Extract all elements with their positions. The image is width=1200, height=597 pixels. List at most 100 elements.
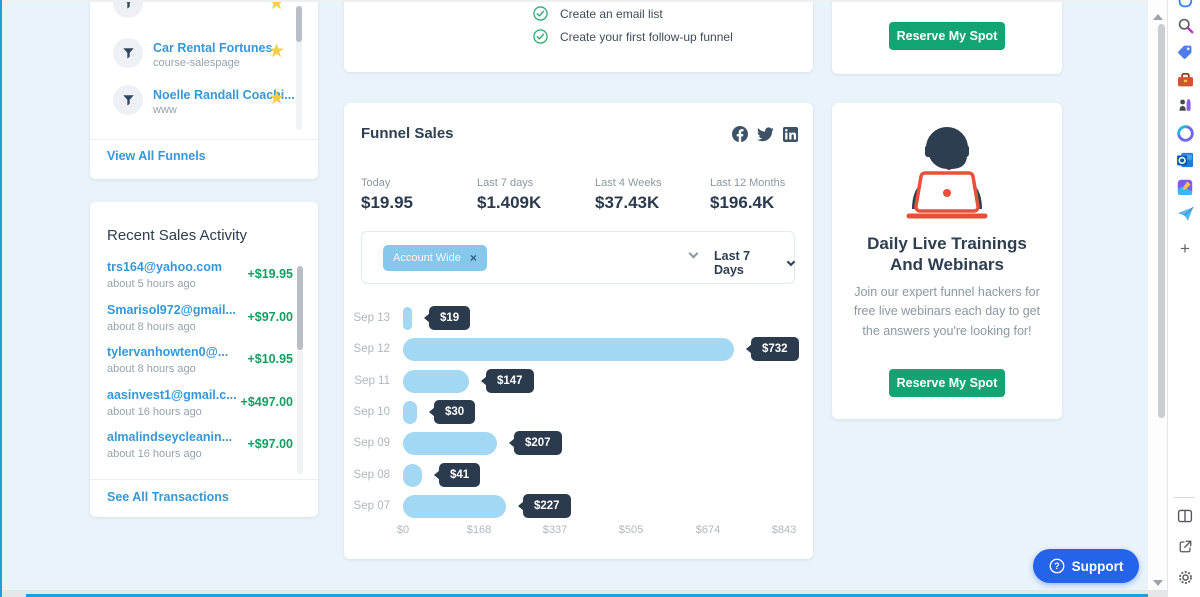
- favorite-star-icon[interactable]: ★: [268, 88, 286, 109]
- shopping-tag-icon[interactable]: [1175, 42, 1195, 62]
- filter-chip-label: Account Wide: [393, 252, 461, 264]
- sale-amount: +$10.95: [247, 352, 293, 366]
- sale-list-item: Smarisol972@gmail... about 8 hours ago +…: [107, 303, 301, 333]
- axis-tick-label: $843: [771, 524, 797, 536]
- customer-email-link[interactable]: almalindseycleanin...: [107, 430, 233, 444]
- chart-row: Sep 07 $227: [344, 492, 571, 520]
- customer-email-link[interactable]: aasinvest1@gmail.c...: [107, 388, 237, 402]
- recent-sales-card: Recent Sales Activity trs164@yahoo.com a…: [90, 202, 318, 517]
- sales-bar[interactable]: [403, 337, 734, 361]
- bar-category-label: Sep 10: [353, 406, 390, 418]
- facebook-icon[interactable]: [732, 126, 748, 142]
- sale-list-item: aasinvest1@gmail.c... about 16 hours ago…: [107, 388, 301, 418]
- bar-category-label: Sep 13: [353, 312, 390, 324]
- view-all-funnels-link[interactable]: View All Funnels: [107, 149, 206, 163]
- remove-filter-icon[interactable]: ×: [469, 251, 477, 265]
- sales-bar[interactable]: [403, 431, 497, 455]
- bar-value-tooltip: $41: [429, 463, 481, 487]
- customer-email-link[interactable]: trs164@yahoo.com: [107, 260, 223, 274]
- twitter-icon[interactable]: [757, 126, 774, 142]
- sales-bar[interactable]: [403, 463, 422, 487]
- sale-amount: +$497.00: [240, 395, 293, 409]
- customer-email-link[interactable]: Smarisol972@gmail...: [107, 303, 236, 317]
- svg-text:?: ?: [1054, 561, 1059, 571]
- bar-category-label: Sep 11: [354, 375, 390, 387]
- bar-value-tooltip: $147: [476, 369, 534, 393]
- favorite-star-icon[interactable]: ★: [268, 41, 286, 62]
- window-accent-border: [26, 594, 1148, 597]
- social-share-icons: [732, 126, 798, 142]
- webinar-description: Join our expert funnel hackers for free …: [853, 285, 1041, 338]
- reserve-my-spot-button[interactable]: Reserve My Spot: [889, 22, 1005, 50]
- checklist-item[interactable]: Create your first follow-up funnel: [533, 29, 733, 44]
- sale-list-item: almalindseycleanin... about 16 hours ago…: [107, 430, 301, 460]
- date-range-select[interactable]: Last 7 Days: [714, 249, 796, 277]
- sale-list-item: tylervanhowten0@... about 8 hours ago +$…: [107, 345, 301, 375]
- bar-value-tooltip: $207: [504, 431, 562, 455]
- settings-gear-icon[interactable]: [1175, 567, 1195, 587]
- copilot-icon[interactable]: [1175, 0, 1195, 11]
- toolbox-icon[interactable]: [1175, 70, 1195, 90]
- funnel-list-item[interactable]: ★: [90, 2, 318, 26]
- funnel-list-item[interactable]: Noelle Randall Coachi... www ★: [90, 72, 318, 118]
- open-external-icon[interactable]: [1175, 536, 1195, 556]
- sale-amount: +$97.00: [247, 437, 293, 451]
- sales-bar[interactable]: [403, 306, 412, 330]
- stat-last-12-months: Last 12 Months $196.4K: [710, 177, 786, 212]
- sales-bar[interactable]: [403, 369, 469, 393]
- page-scrollbar-thumb[interactable]: [1158, 24, 1165, 418]
- scroll-down-arrow[interactable]: [1153, 580, 1163, 591]
- sales-bar[interactable]: [403, 494, 506, 518]
- loop-icon[interactable]: [1175, 123, 1195, 143]
- funnels-scrollbar[interactable]: [296, 6, 302, 130]
- split-screen-icon[interactable]: [1175, 506, 1195, 526]
- funnel-icon: [113, 2, 143, 18]
- divider: [90, 139, 318, 140]
- scroll-up-arrow[interactable]: [1153, 9, 1163, 20]
- bar-category-label: Sep 09: [353, 437, 390, 449]
- funnel-list-item[interactable]: Car Rental Fortunes course-salespage ★: [90, 26, 318, 72]
- support-button[interactable]: ? Support: [1033, 549, 1139, 583]
- search-icon[interactable]: [1175, 15, 1195, 35]
- outlook-icon[interactable]: [1175, 150, 1195, 170]
- window-accent-border: [0, 0, 2, 597]
- linkedin-icon[interactable]: [783, 126, 798, 142]
- funnel-sales-title: Funnel Sales: [361, 125, 454, 142]
- sale-timestamp: about 16 hours ago: [107, 406, 202, 418]
- recent-sales-scrollbar[interactable]: [297, 266, 303, 474]
- axis-tick-label: $0: [396, 524, 410, 536]
- designer-icon[interactable]: [1175, 177, 1195, 197]
- chart-row: Sep 08 $41: [344, 461, 481, 489]
- axis-tick-label: $168: [466, 524, 492, 536]
- webinar-title: Daily Live Trainings And Webinars: [867, 234, 1027, 274]
- account-wide-filter-chip[interactable]: Account Wide ×: [383, 245, 487, 271]
- filter-chevron-down-icon[interactable]: [688, 248, 699, 259]
- dashboard-page: ★ Car Rental Fortunes course-salespage ★…: [3, 2, 1148, 590]
- chart-x-axis: $0 $168 $337 $505 $674 $843: [344, 524, 813, 538]
- funnel-name-link[interactable]: Car Rental Fortunes: [153, 41, 273, 55]
- checklist-item[interactable]: Create an email list: [533, 6, 663, 21]
- webinar-promo-top-card: Reserve My Spot: [832, 2, 1062, 74]
- axis-tick-label: $505: [618, 524, 644, 536]
- bar-value-tooltip: $30: [424, 400, 476, 424]
- onboarding-checklist-card: Create an email list Create your first f…: [344, 2, 813, 72]
- sale-list-item: trs164@yahoo.com about 5 hours ago +$19.…: [107, 260, 301, 290]
- axis-tick-label: $674: [695, 524, 721, 536]
- drop-icon[interactable]: [1175, 204, 1195, 224]
- games-icon[interactable]: [1175, 96, 1195, 116]
- funnel-name-link[interactable]: Noelle Randall Coachi...: [153, 88, 295, 102]
- reserve-my-spot-button[interactable]: Reserve My Spot: [889, 369, 1005, 397]
- see-all-transactions-link[interactable]: See All Transactions: [107, 490, 229, 504]
- favorite-star-icon[interactable]: ★: [268, 2, 286, 14]
- funnel-icon: [113, 38, 143, 68]
- chart-row: Sep 11 $147: [344, 367, 534, 395]
- sale-amount: +$19.95: [247, 267, 293, 281]
- axis-tick-label: $337: [542, 524, 568, 536]
- webinar-presenter-icon: [906, 127, 988, 219]
- sales-bar[interactable]: [403, 400, 417, 424]
- customer-email-link[interactable]: tylervanhowten0@...: [107, 345, 229, 359]
- add-sidebar-item-icon[interactable]: +: [1180, 238, 1190, 258]
- bar-category-label: Sep 07: [353, 500, 390, 512]
- stat-today: Today $19.95: [361, 177, 413, 212]
- sidebar-divider: [1174, 497, 1195, 498]
